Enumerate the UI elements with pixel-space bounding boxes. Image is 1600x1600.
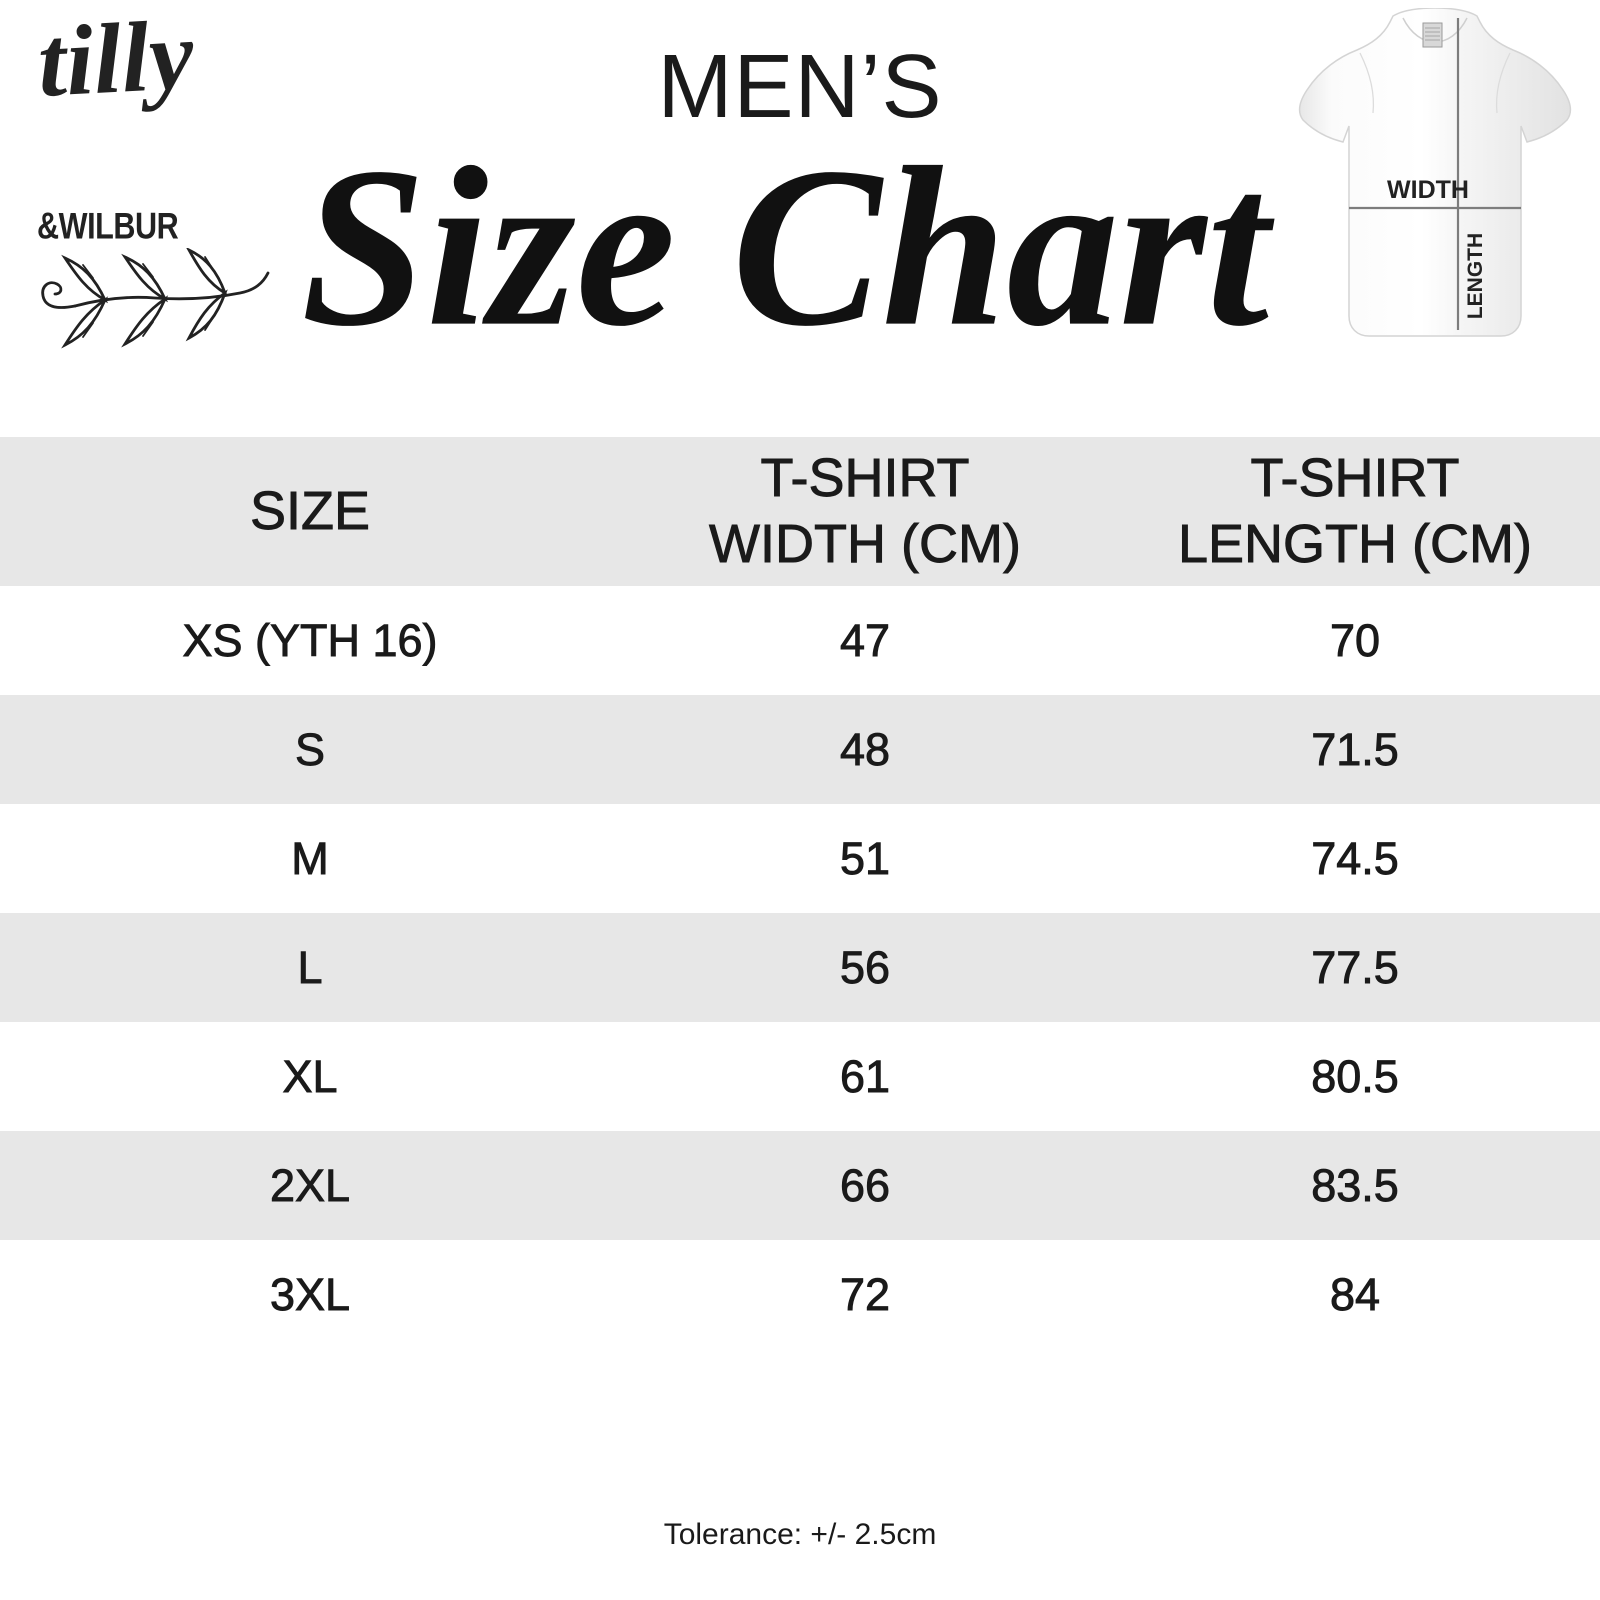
svg-text:LENGTH: LENGTH (1464, 233, 1487, 319)
svg-text:WIDTH: WIDTH (1387, 176, 1469, 204)
